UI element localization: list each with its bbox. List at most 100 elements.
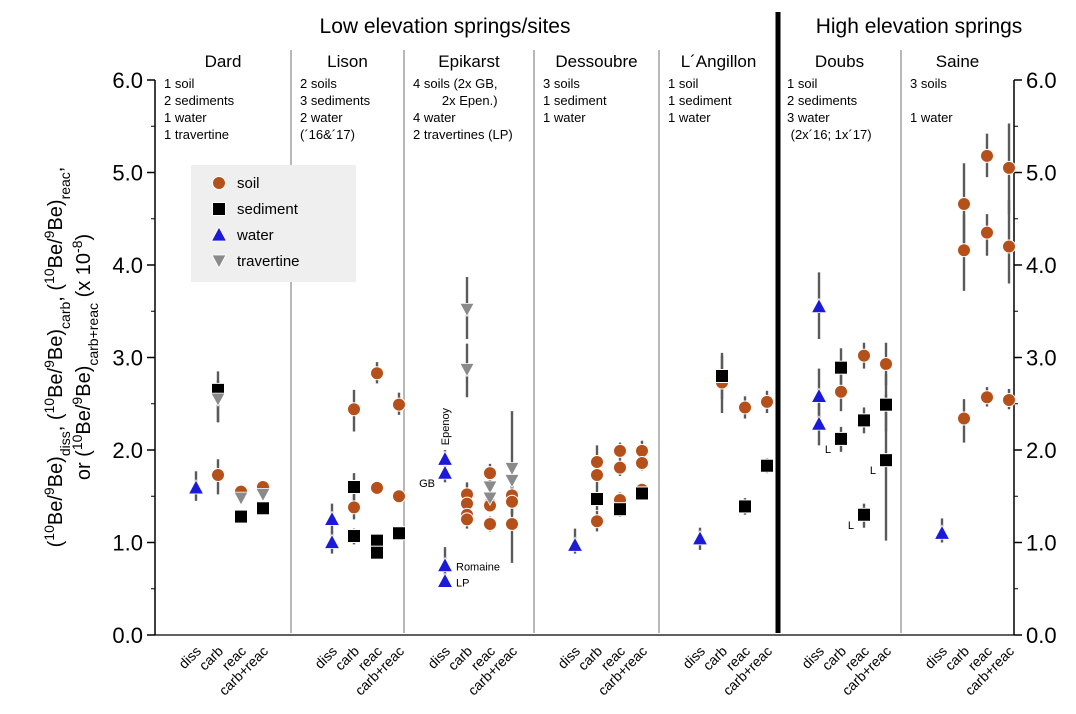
axis-label-text: )	[73, 234, 95, 241]
water-marker	[436, 572, 454, 588]
sediment-marker	[738, 499, 752, 514]
site-2: Epikarst 4 soils (2x GB, 2x Epen.) 4 water…	[413, 52, 520, 698]
travertine-marker	[459, 363, 475, 378]
site-name: Epikarst	[438, 52, 500, 71]
travertine-marker	[459, 302, 475, 318]
soil-marker	[1002, 239, 1016, 254]
point-annotation: L	[848, 520, 854, 532]
soil-marker	[590, 467, 604, 482]
water-marker	[933, 524, 951, 540]
site-name: L´Angillon	[681, 52, 757, 71]
soil-marker	[370, 480, 384, 495]
sediment-marker	[879, 453, 893, 468]
site-name: Dessoubre	[555, 52, 637, 71]
soil-marker	[211, 467, 225, 482]
soil-marker	[505, 494, 519, 509]
y-tick-label-left: 3.0	[112, 346, 143, 371]
y-tick-label-left: 1.0	[112, 531, 143, 556]
site-info-line: 1 soil	[668, 76, 698, 91]
legend-sediment-marker	[212, 202, 226, 216]
soil-marker	[370, 366, 384, 381]
site-info-line: 1 water	[543, 110, 586, 125]
water-marker	[810, 297, 828, 314]
site-info-line: (´16&´17)	[300, 127, 355, 142]
y-tick-label-right: 6.0	[1026, 68, 1057, 93]
axis-label-text: or (	[73, 450, 95, 480]
soil-marker	[957, 243, 971, 258]
water-marker	[691, 529, 709, 546]
y-tick-label-right: 0.0	[1026, 623, 1057, 648]
site-info-line: 2 sediments	[164, 93, 235, 108]
axis-label-text: Be/	[45, 495, 67, 525]
soil-marker	[460, 512, 474, 527]
travertine-marker	[482, 480, 498, 495]
site-info-line: 3 water	[787, 110, 830, 125]
site-info-line: 1 sediment	[543, 93, 607, 108]
site-info-line: 3 soils	[910, 76, 947, 91]
axis-label-sup: 9	[41, 230, 57, 238]
axis-label-sub: carb+reac	[85, 303, 101, 366]
y-tick-label-left: 4.0	[112, 253, 143, 278]
soil-marker	[957, 411, 971, 426]
y-tick-label-left: 5.0	[112, 161, 143, 186]
legend-water-label: water	[236, 227, 274, 244]
legend-soil-marker	[212, 176, 226, 190]
water-marker	[566, 536, 584, 552]
soil-marker	[980, 390, 994, 405]
water-marker	[323, 510, 341, 526]
axis-label-sup: 9	[41, 487, 57, 495]
travertine-marker	[210, 392, 226, 407]
water-marker	[323, 533, 341, 549]
axis-label-text: , (	[45, 284, 67, 302]
y-tick-label-left: 6.0	[112, 68, 143, 93]
sediment-marker	[347, 529, 361, 544]
axis-label-text: (	[45, 540, 67, 547]
soil-marker	[483, 466, 497, 481]
soil-marker	[613, 443, 627, 458]
sediment-marker	[857, 413, 871, 428]
sediment-marker	[715, 369, 729, 383]
soil-marker	[590, 514, 604, 529]
sediment-marker	[590, 492, 604, 507]
axis-label-sup: 10	[69, 434, 85, 450]
water-marker	[810, 415, 828, 431]
y-tick-label-right: 2.0	[1026, 438, 1057, 463]
site-info-line: 1 soil	[164, 76, 194, 91]
travertine-marker	[504, 462, 520, 477]
axis-label-text: (x 10	[73, 253, 95, 303]
y-tick-label-left: 0.0	[112, 623, 143, 648]
soil-marker	[738, 400, 752, 415]
point-annotation: L	[825, 444, 831, 456]
point-annotation: L	[870, 465, 876, 477]
sediment-marker	[347, 480, 361, 494]
axis-label-text: Be/	[73, 404, 95, 434]
site-name: Dard	[205, 52, 242, 71]
site-info-line: 1 soil	[787, 76, 817, 91]
axis-label-sub: diss	[57, 431, 73, 456]
soil-marker	[834, 384, 848, 399]
y-tick-label-left: 2.0	[112, 438, 143, 463]
axis-label-sup: 10	[41, 398, 57, 414]
site-info-line: 2 water	[300, 110, 343, 125]
axis-label-text: ,	[45, 167, 67, 173]
sediment-marker	[370, 533, 384, 548]
header-high-elevation: High elevation springs	[816, 15, 1023, 38]
soil-marker	[347, 500, 361, 515]
site-info-line: (2x´16; 1x´17)	[787, 127, 872, 142]
sediment-marker	[760, 458, 774, 473]
sediment-marker	[635, 486, 649, 501]
site-0: Dard 1 soil 2 sediments 1 water 1 travertine…	[164, 52, 271, 698]
site-info-line: 4 water	[413, 110, 456, 125]
site-name: Saine	[936, 52, 979, 71]
soil-marker	[613, 460, 627, 475]
y-tick-label-right: 5.0	[1026, 161, 1057, 186]
point-annotation: GB	[419, 478, 435, 490]
axis-label-sup: 10	[41, 525, 57, 541]
site-info-line: 4 soils (2x GB,	[413, 76, 498, 91]
axis-label-sub: reac	[57, 172, 73, 199]
axis-label-sup: 10	[41, 268, 57, 284]
